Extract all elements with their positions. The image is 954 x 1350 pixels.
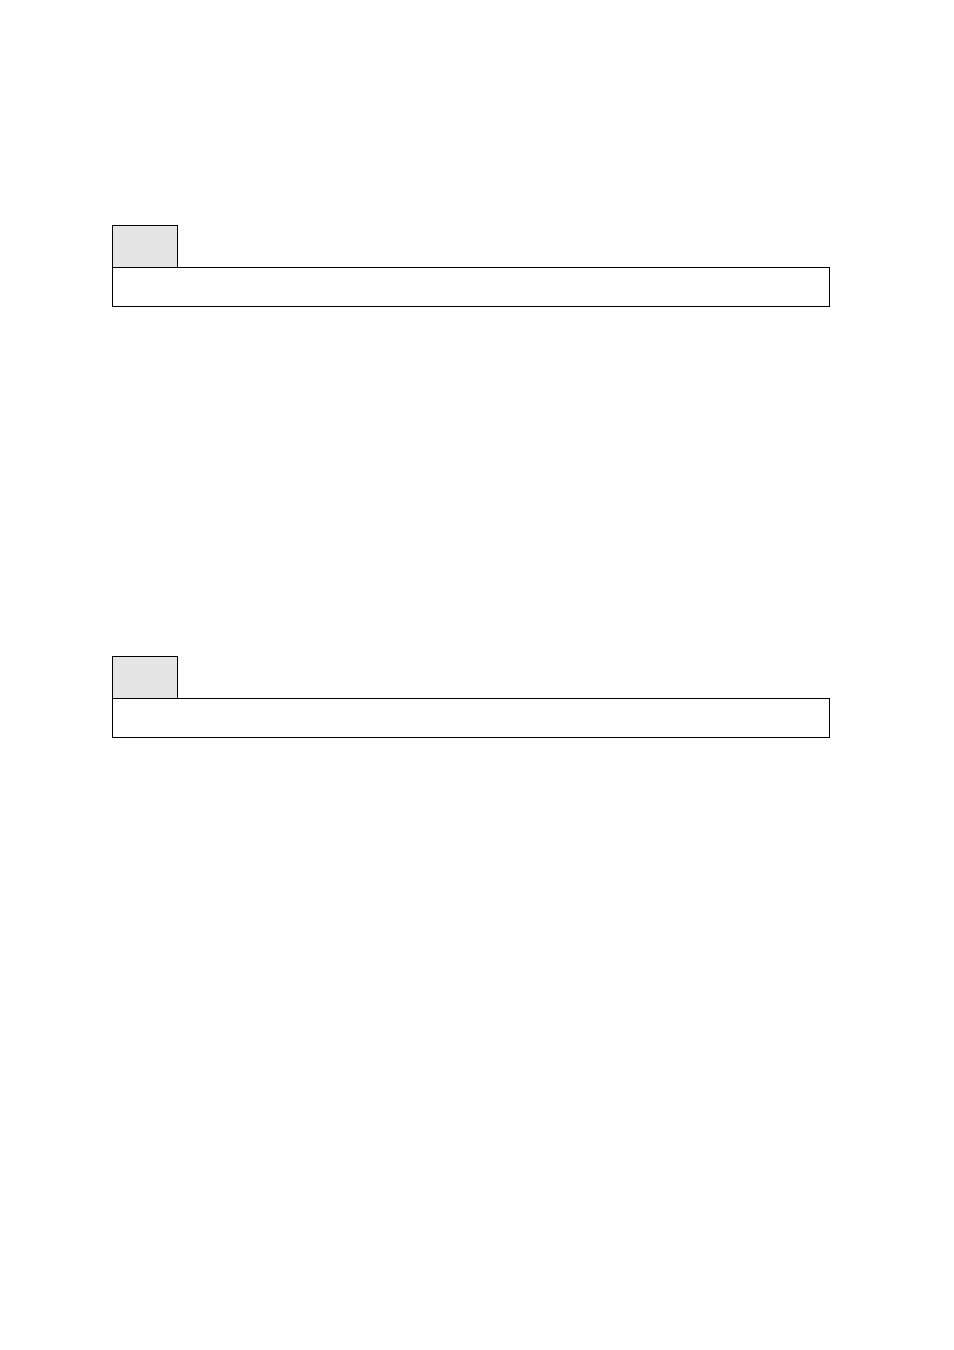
block-2-tab: [112, 656, 178, 699]
block-1-bar: [112, 267, 830, 307]
block-2-bar: [112, 698, 830, 738]
block-1-tab: [112, 225, 178, 268]
